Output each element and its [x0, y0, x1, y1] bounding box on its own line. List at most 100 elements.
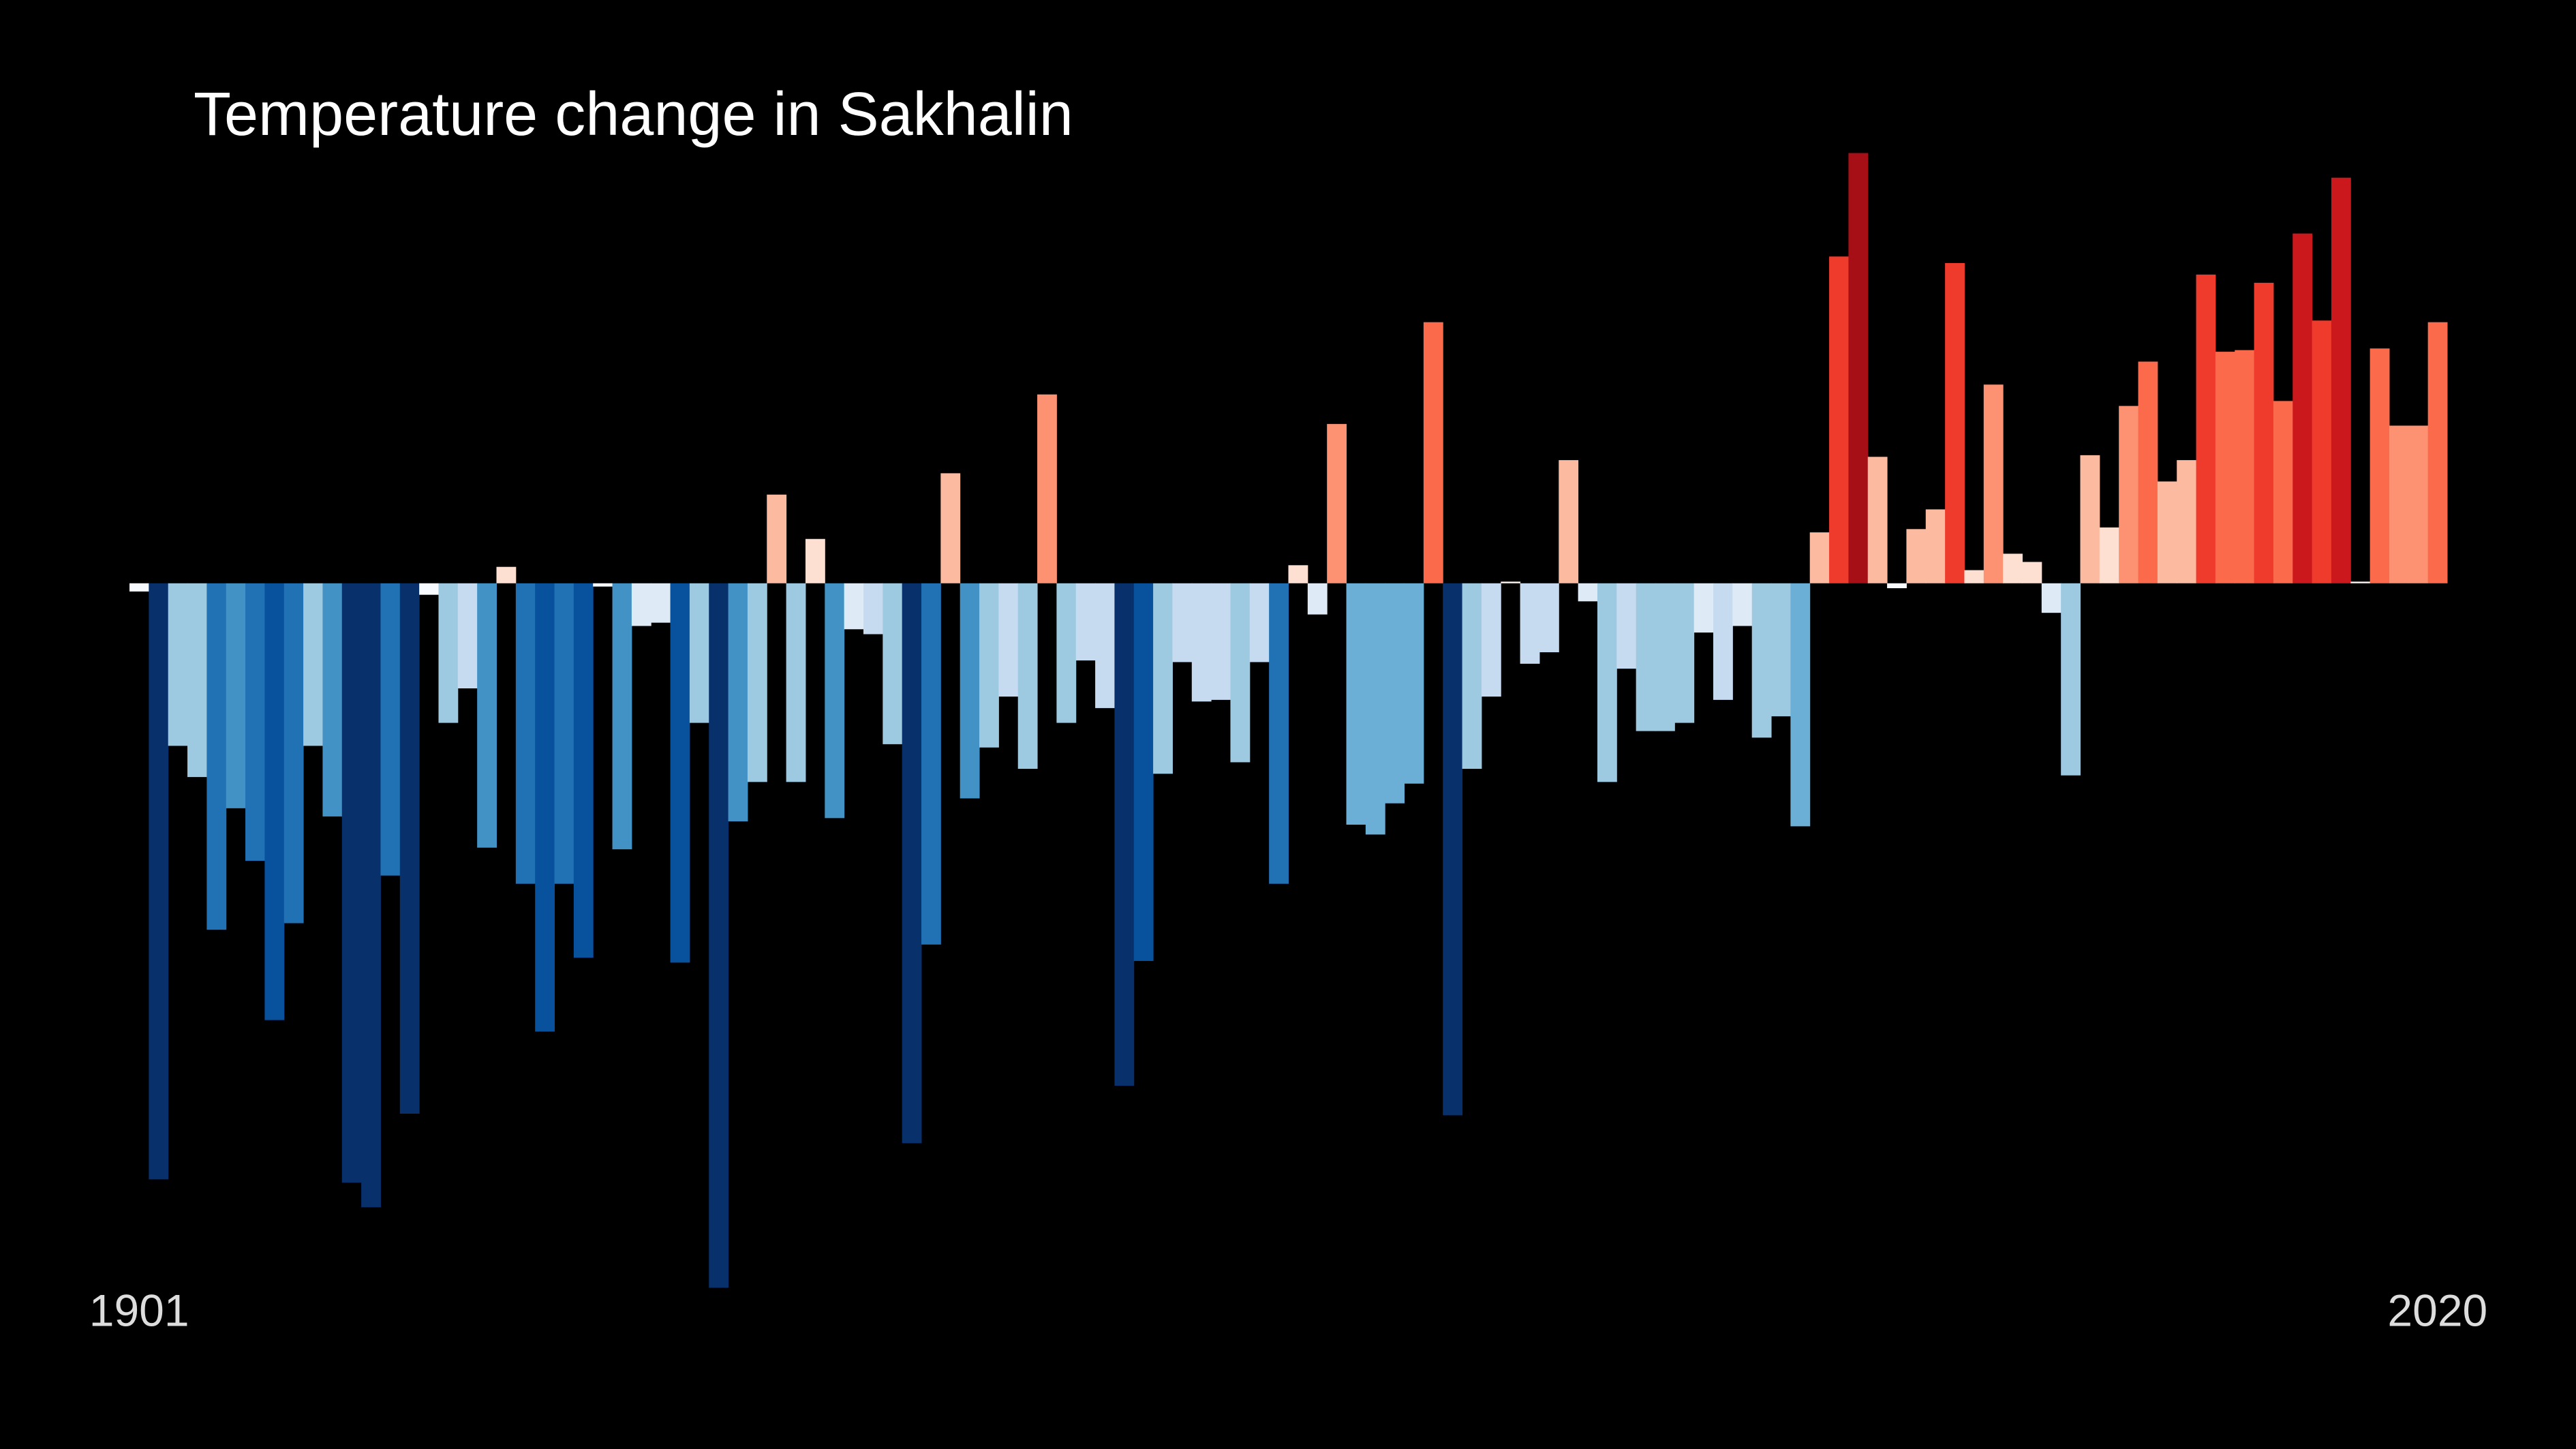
bar — [1655, 583, 1675, 731]
bar — [1269, 583, 1289, 884]
bar — [2041, 583, 2061, 613]
bar — [2331, 177, 2351, 583]
bar — [341, 583, 362, 1183]
bar — [264, 583, 285, 1020]
bar — [1616, 583, 1637, 669]
bar — [1501, 581, 1521, 583]
bar — [438, 583, 459, 723]
bar — [1829, 256, 1849, 583]
bar — [1327, 424, 1347, 583]
bar — [1443, 583, 1463, 1116]
bar — [1674, 583, 1695, 723]
bar — [2389, 425, 2409, 583]
bar — [2254, 282, 2274, 583]
bar — [863, 583, 883, 635]
bar — [1848, 153, 1869, 583]
bar — [2235, 350, 2255, 583]
bar — [1404, 583, 1424, 784]
bar — [245, 583, 265, 861]
bar — [844, 583, 864, 630]
bar — [631, 583, 651, 626]
bar — [1075, 583, 1096, 661]
bar — [1925, 509, 1946, 583]
bar — [1945, 262, 1965, 583]
bar — [1693, 583, 1714, 633]
bar — [2022, 562, 2042, 583]
bar — [1114, 583, 1135, 1086]
bar — [2196, 274, 2216, 583]
bar — [2003, 553, 2023, 583]
bar — [1597, 583, 1617, 782]
bar — [457, 583, 478, 688]
bar — [2080, 455, 2100, 583]
bar — [1520, 583, 1540, 664]
bar — [303, 583, 323, 746]
bar — [535, 583, 555, 1032]
bar — [1751, 583, 1772, 738]
bar — [2099, 527, 2119, 583]
bar — [709, 583, 729, 1288]
bar — [477, 583, 497, 848]
bar — [1713, 583, 1733, 700]
bar — [940, 473, 961, 583]
chart-title: Temperature change in Sakhalin — [194, 80, 1073, 149]
bar — [1230, 583, 1251, 763]
bar — [1172, 583, 1193, 662]
bar — [2157, 481, 2177, 583]
bar — [1133, 583, 1154, 961]
bar — [399, 583, 420, 1114]
bar — [2215, 352, 2235, 583]
bar — [149, 583, 169, 1180]
bar — [1191, 583, 1212, 702]
bar — [767, 494, 787, 583]
bar — [2350, 581, 2371, 583]
bar — [612, 583, 632, 850]
bar — [747, 583, 767, 782]
bar — [1056, 583, 1077, 723]
bar — [1385, 583, 1405, 804]
bar — [979, 583, 999, 748]
bar — [1539, 583, 1559, 652]
bar — [998, 583, 1019, 697]
bar — [1790, 583, 1811, 827]
bar — [2119, 406, 2139, 583]
bar — [786, 583, 806, 782]
bar — [1462, 583, 1482, 769]
bar — [2370, 348, 2390, 583]
bar — [1423, 322, 1443, 583]
bar — [883, 583, 903, 744]
bar — [573, 583, 594, 958]
bar — [960, 583, 980, 799]
bar — [322, 583, 343, 817]
bar — [2177, 460, 2197, 583]
bar — [2312, 320, 2332, 583]
bar — [2293, 233, 2313, 583]
bar — [2273, 401, 2293, 583]
bar — [1307, 583, 1328, 615]
bar — [1481, 583, 1501, 697]
bar — [1017, 583, 1038, 769]
bar — [1346, 583, 1366, 825]
bar — [593, 583, 613, 587]
bar — [728, 583, 748, 822]
bar — [2138, 361, 2158, 583]
bar — [1983, 384, 2004, 583]
bar — [651, 583, 671, 623]
bar — [129, 583, 149, 592]
bar — [902, 583, 922, 1144]
bar — [515, 583, 536, 884]
bar — [1906, 529, 1927, 583]
x-tick-label: 1901 — [89, 1285, 189, 1335]
bar — [168, 583, 188, 746]
bar — [689, 583, 709, 723]
bar — [361, 583, 381, 1208]
bar — [1559, 460, 1579, 583]
bar — [921, 583, 941, 945]
bar — [187, 583, 207, 778]
bar — [1288, 565, 1308, 583]
bar — [1578, 583, 1598, 602]
bar — [206, 583, 227, 930]
x-tick-label: 2020 — [2387, 1285, 2487, 1335]
bar — [1249, 583, 1270, 662]
